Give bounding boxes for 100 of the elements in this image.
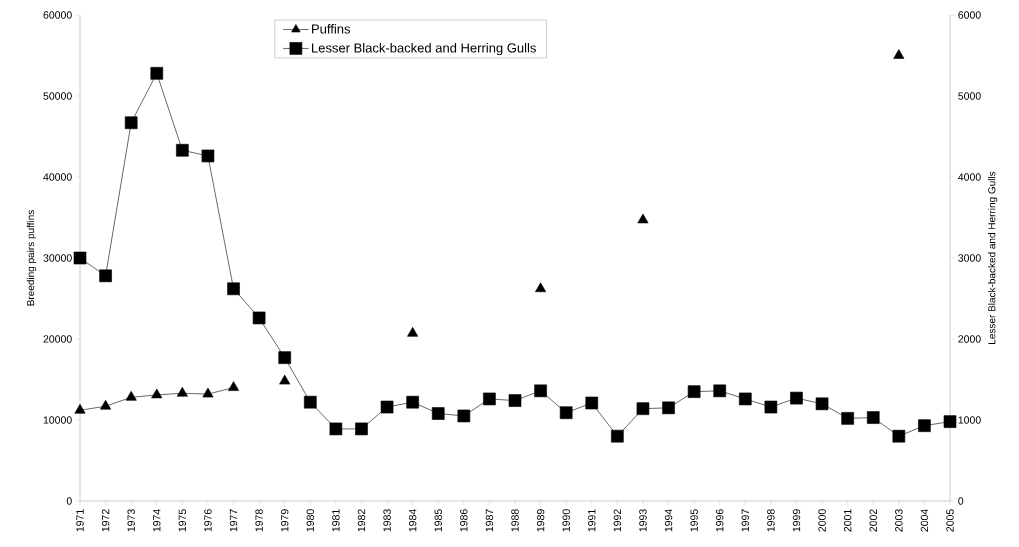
y2-tick-label: 1000 (958, 416, 981, 424)
x-tick-label: 1982 (357, 509, 366, 532)
point (176, 386, 188, 397)
legend-label: Lesser Black-backed and Herring Gulls (312, 42, 536, 56)
x-tick-label: 1978 (255, 509, 263, 532)
point (406, 395, 419, 409)
point (151, 388, 163, 399)
x-tick-label: 2005 (946, 509, 954, 532)
point (508, 394, 522, 407)
x-tick-label: 1990 (562, 509, 570, 532)
x-tick-label: 1989 (536, 509, 545, 532)
point (329, 422, 343, 436)
x-tick-label: 1975 (178, 509, 187, 532)
point (176, 143, 189, 157)
point (150, 67, 164, 80)
y-axis-title: Breeding pairs puffins (26, 210, 37, 306)
point (918, 419, 931, 432)
x-tick-label: 1987 (485, 509, 494, 532)
point (201, 149, 215, 163)
x-tick-label: 1971 (76, 509, 84, 532)
point (431, 407, 445, 420)
point (739, 392, 752, 406)
point (815, 397, 829, 411)
y2-tick-label: 0 (958, 497, 964, 505)
point (380, 400, 394, 414)
x-tick-label: 1998 (767, 509, 775, 532)
y-tick-label: 40000 (43, 173, 72, 181)
point (943, 415, 957, 428)
point (457, 409, 471, 423)
x-tick-label: 1991 (588, 509, 596, 532)
point (100, 399, 112, 410)
y-tick-label: 60000 (43, 11, 72, 19)
y-tick-label: 10000 (43, 416, 72, 424)
x-tick-label: 1992 (613, 509, 622, 532)
point (892, 429, 906, 443)
x-tick-label: 2000 (818, 509, 826, 532)
point (585, 396, 599, 410)
point (407, 327, 419, 337)
x-tick-label: 2003 (895, 509, 903, 532)
x-tick-label: 1996 (716, 509, 724, 532)
y2-tick-label: 6000 (958, 11, 981, 19)
x-tick-label: 1997 (741, 509, 750, 532)
point (713, 384, 727, 398)
x-tick-label: 1972 (101, 509, 110, 532)
point (637, 213, 649, 224)
point (304, 395, 317, 409)
x-tick-label: 1983 (383, 509, 391, 532)
point (252, 311, 266, 325)
x-tick-label: 2004 (920, 509, 929, 532)
point (99, 269, 112, 283)
point (74, 403, 86, 414)
point (611, 429, 624, 443)
point (483, 392, 496, 406)
point (202, 387, 214, 398)
x-tick-label: 1974 (153, 509, 161, 532)
y2-tick-label: 3000 (958, 254, 981, 262)
x-tick-label: 1977 (229, 509, 238, 532)
point (73, 251, 87, 265)
x-tick-label: 1986 (460, 509, 468, 532)
point (535, 282, 547, 293)
point (355, 422, 368, 436)
y-tick-label: 0 (66, 497, 72, 505)
point (687, 385, 701, 398)
x-tick-label: 1984 (408, 509, 417, 532)
point (790, 391, 803, 405)
point (227, 282, 240, 296)
x-tick-label: 1994 (664, 509, 673, 532)
point (559, 406, 573, 420)
x-tick-label: 1981 (332, 509, 340, 532)
point (636, 402, 650, 415)
point (893, 49, 905, 59)
point (662, 401, 675, 415)
x-tick-label: 1980 (306, 509, 315, 532)
x-tick-label: 1979 (281, 509, 289, 532)
legend-label: Puffins (312, 24, 351, 34)
point (228, 381, 240, 391)
point (125, 391, 137, 401)
y-tick-label: 20000 (43, 335, 72, 343)
x-tick-label: 1973 (127, 509, 135, 532)
x-tick-label: 1988 (511, 509, 519, 532)
y-tick-label: 30000 (43, 254, 72, 262)
point (866, 411, 880, 424)
point (279, 374, 291, 385)
point (764, 400, 778, 414)
y2-tick-label: 5000 (958, 92, 981, 100)
point (841, 412, 854, 425)
point (534, 384, 547, 398)
x-tick-label: 1999 (792, 509, 801, 532)
x-tick-label: 1993 (639, 509, 647, 532)
point (278, 351, 292, 364)
x-tick-label: 1976 (204, 509, 212, 532)
y2-tick-label: 4000 (958, 173, 981, 181)
x-tick-label: 2002 (869, 509, 877, 532)
y2-axis-title: Lesser Black-backed and Herring Gulls (988, 171, 998, 344)
y2-tick-label: 2000 (958, 335, 981, 343)
x-tick-label: 1985 (434, 509, 442, 532)
x-tick-label: 1995 (690, 509, 698, 532)
x-tick-label: 2001 (843, 509, 852, 532)
point (124, 116, 138, 130)
y-tick-label: 50000 (43, 92, 72, 100)
